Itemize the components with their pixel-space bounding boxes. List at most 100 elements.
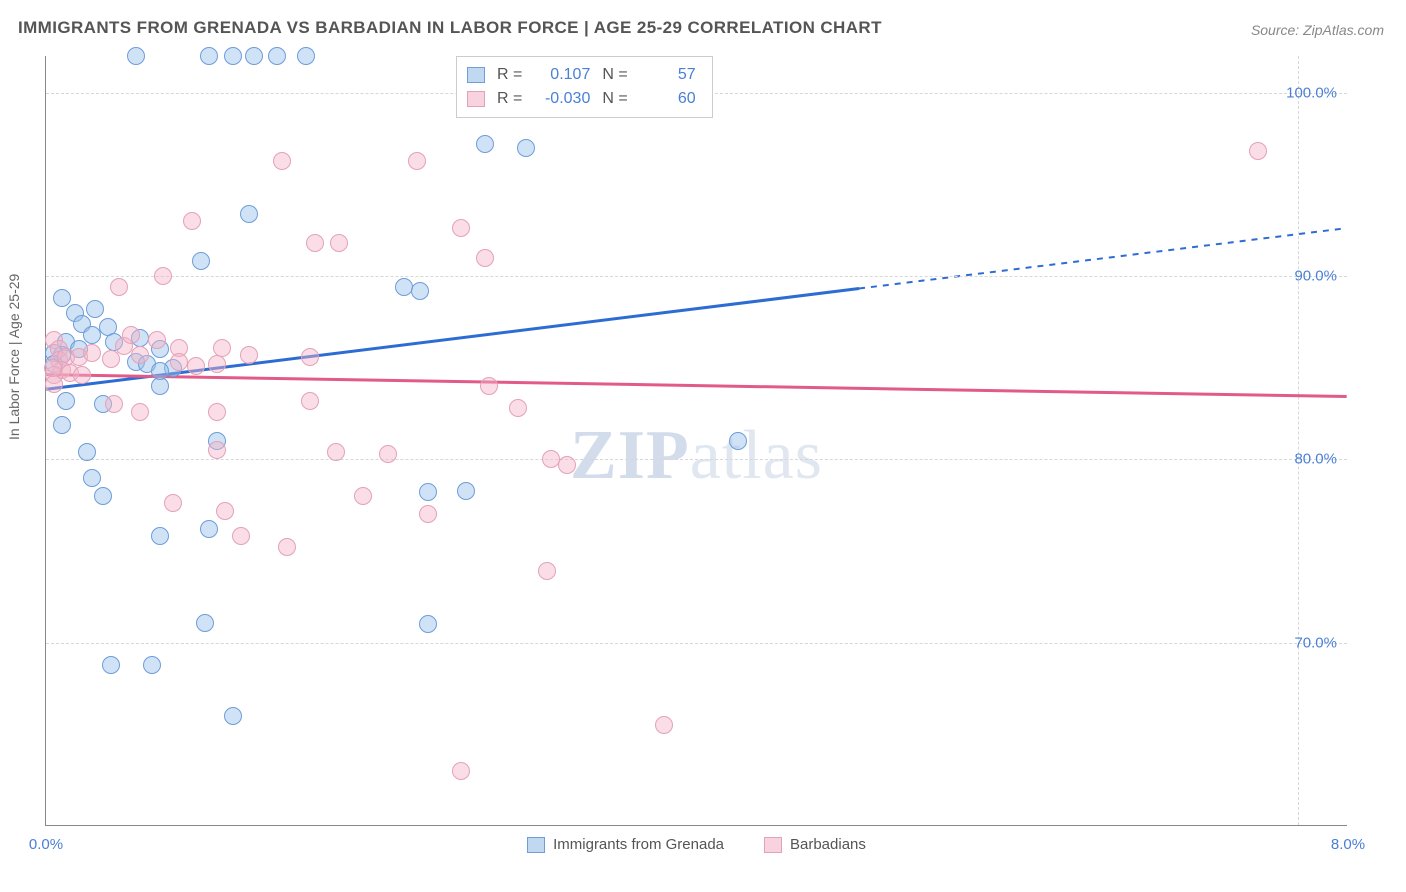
data-point-pink [83,344,101,362]
data-point-pink [44,359,62,377]
data-point-blue [395,278,413,296]
y-axis-right-gridline [1298,56,1299,825]
data-point-blue [83,326,101,344]
data-point-pink [306,234,324,252]
data-point-pink [73,366,91,384]
data-point-pink [187,357,205,375]
r-value-blue: 0.107 [534,66,590,84]
scatter-plot: ZIPatlas 70.0%80.0%90.0%100.0% 0.0%8.0% … [45,56,1347,826]
data-point-pink [538,562,556,580]
legend-label-blue: Immigrants from Grenada [553,836,724,853]
data-point-blue [729,432,747,450]
data-point-pink [208,441,226,459]
data-point-pink [216,502,234,520]
legend-label-pink: Barbadians [790,836,866,853]
n-label: N = [602,66,627,84]
data-point-blue [192,252,210,270]
data-point-blue [200,520,218,538]
watermark: ZIPatlas [570,416,823,496]
data-point-pink [1249,142,1267,160]
data-point-pink [480,377,498,395]
data-point-blue [297,47,315,65]
correlation-stats-box: R = 0.107 N = 57 R = -0.030 N = 60 [456,56,713,118]
data-point-pink [452,219,470,237]
data-point-pink [655,716,673,734]
chart-title: IMMIGRANTS FROM GRENADA VS BARBADIAN IN … [18,18,882,38]
data-point-blue [86,300,104,318]
source-attribution: Source: ZipAtlas.com [1251,22,1384,38]
data-point-blue [245,47,263,65]
data-point-pink [354,487,372,505]
ytick-label: 100.0% [1286,84,1337,101]
watermark-bold: ZIP [570,417,690,494]
data-point-pink [379,445,397,463]
data-point-blue [78,443,96,461]
data-point-pink [419,505,437,523]
data-point-pink [542,450,560,468]
data-point-pink [330,234,348,252]
data-point-blue [151,527,169,545]
data-point-pink [240,346,258,364]
gridline-h [46,643,1347,644]
data-point-blue [57,392,75,410]
stats-row-blue: R = 0.107 N = 57 [467,63,696,87]
data-point-blue [53,289,71,307]
legend-bottom: Immigrants from Grenada Barbadians [46,836,1347,853]
watermark-light: atlas [690,417,823,494]
data-point-pink [558,456,576,474]
data-point-blue [419,483,437,501]
swatch-pink [467,91,485,107]
gridline-h [46,276,1347,277]
data-point-pink [131,346,149,364]
r-label: R = [497,66,522,84]
data-point-blue [196,614,214,632]
data-point-pink [301,348,319,366]
data-point-blue [517,139,535,157]
gridline-h [46,459,1347,460]
trendline-pink [46,375,1346,397]
data-point-pink [154,267,172,285]
swatch-blue [527,837,545,853]
data-point-pink [45,375,63,393]
data-point-pink [452,762,470,780]
trend-lines-svg [46,56,1347,825]
data-point-blue [200,47,218,65]
data-point-blue [143,656,161,674]
r-label: R = [497,90,522,108]
data-point-blue [224,707,242,725]
data-point-pink [208,403,226,421]
data-point-blue [83,469,101,487]
data-point-blue [268,47,286,65]
data-point-pink [301,392,319,410]
data-point-blue [240,205,258,223]
data-point-blue [102,656,120,674]
n-label: N = [602,90,627,108]
data-point-pink [278,538,296,556]
data-point-blue [151,362,169,380]
y-axis-label: In Labor Force | Age 25-29 [6,274,22,440]
data-point-pink [408,152,426,170]
n-value-blue: 57 [640,66,696,84]
data-point-blue [127,47,145,65]
trendline-dash-blue [859,228,1347,288]
data-point-pink [208,355,226,373]
data-point-blue [419,615,437,633]
data-point-pink [148,331,166,349]
data-point-pink [476,249,494,267]
ytick-label: 80.0% [1294,451,1337,468]
swatch-pink [764,837,782,853]
data-point-pink [170,353,188,371]
data-point-blue [224,47,242,65]
data-point-pink [122,326,140,344]
data-point-pink [110,278,128,296]
data-point-pink [327,443,345,461]
data-point-blue [476,135,494,153]
data-point-pink [131,403,149,421]
data-point-pink [273,152,291,170]
legend-item-blue: Immigrants from Grenada [527,836,724,853]
data-point-pink [183,212,201,230]
data-point-blue [94,487,112,505]
n-value-pink: 60 [640,90,696,108]
legend-item-pink: Barbadians [764,836,866,853]
data-point-blue [411,282,429,300]
